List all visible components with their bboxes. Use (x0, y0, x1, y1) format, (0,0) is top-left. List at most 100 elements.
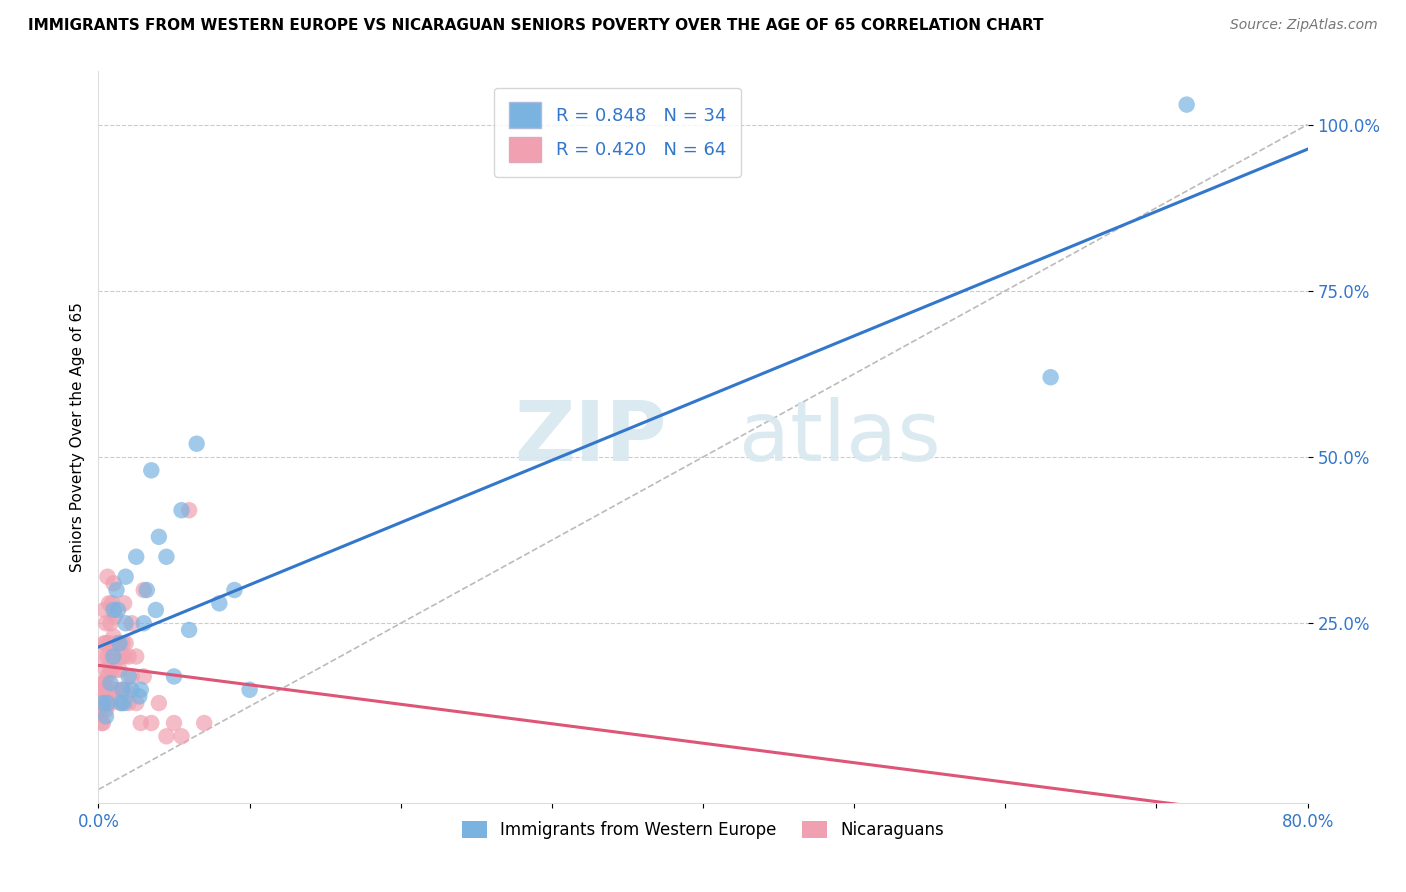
Point (129, 716, 152, 731)
Point (96, 696, 118, 710)
Point (155, 549, 177, 564)
Point (132, 669, 155, 683)
Point (163, 669, 186, 683)
Point (112, 696, 135, 710)
Point (121, 682, 143, 697)
Point (94, 616, 117, 631)
Point (145, 603, 167, 617)
Point (163, 716, 186, 731)
Point (96, 649, 118, 664)
Point (91, 716, 114, 731)
Point (105, 582, 128, 597)
Point (90, 716, 112, 731)
Point (239, 682, 262, 697)
Point (96, 570, 118, 584)
Point (93, 676, 115, 690)
Point (101, 596, 124, 610)
Y-axis label: Seniors Poverty Over the Age of 65: Seniors Poverty Over the Age of 65 (69, 302, 84, 572)
Point (111, 636, 134, 650)
Point (170, 729, 193, 743)
Point (89, 682, 111, 697)
Point (94, 709, 117, 723)
Point (208, 596, 231, 610)
Point (186, 436, 208, 450)
Point (100, 676, 122, 690)
Point (111, 682, 134, 697)
Point (114, 570, 136, 584)
Point (93, 696, 115, 710)
Point (148, 530, 170, 544)
Point (103, 682, 125, 697)
Point (118, 696, 141, 710)
Point (93, 636, 115, 650)
Point (132, 582, 155, 597)
Point (111, 682, 134, 697)
Point (121, 669, 143, 683)
Point (93, 603, 115, 617)
Point (91, 649, 114, 664)
Point (103, 649, 125, 664)
Point (107, 636, 129, 650)
Point (193, 716, 215, 731)
Point (141, 716, 163, 731)
Point (110, 649, 132, 664)
Point (114, 636, 136, 650)
Point (104, 609, 127, 624)
Point (125, 549, 148, 564)
Point (112, 649, 135, 664)
Point (105, 636, 128, 650)
Point (112, 596, 135, 610)
Text: ZIP: ZIP (515, 397, 666, 477)
Point (96, 669, 118, 683)
Point (125, 696, 148, 710)
Point (103, 630, 125, 644)
Point (155, 729, 177, 743)
Point (179, 503, 201, 517)
Point (100, 696, 122, 710)
Legend: Immigrants from Western Europe, Nicaraguans: Immigrants from Western Europe, Nicaragu… (456, 814, 950, 846)
Point (110, 696, 132, 710)
Point (103, 576, 125, 591)
Point (110, 696, 132, 710)
Text: IMMIGRANTS FROM WESTERN EUROPE VS NICARAGUAN SENIORS POVERTY OVER THE AGE OF 65 : IMMIGRANTS FROM WESTERN EUROPE VS NICARA… (28, 18, 1043, 33)
Point (1039, 370, 1062, 384)
Point (103, 603, 125, 617)
Point (98, 690, 121, 704)
Text: Source: ZipAtlas.com: Source: ZipAtlas.com (1230, 18, 1378, 32)
Point (118, 669, 141, 683)
Point (170, 503, 193, 517)
Point (100, 663, 122, 677)
Point (128, 690, 150, 704)
Point (101, 649, 124, 664)
Point (108, 663, 131, 677)
Point (98, 596, 121, 610)
Point (87, 703, 110, 717)
Point (132, 616, 155, 631)
Point (129, 682, 152, 697)
Point (114, 616, 136, 631)
Point (96, 696, 118, 710)
Point (100, 616, 122, 631)
Point (89, 696, 111, 710)
Point (94, 682, 117, 697)
Point (94, 703, 117, 717)
Point (94, 663, 117, 677)
Point (141, 463, 163, 477)
Point (125, 649, 148, 664)
Point (98, 636, 121, 650)
Point (1175, 97, 1198, 112)
Point (114, 682, 136, 697)
Point (90, 682, 112, 697)
Point (108, 636, 131, 650)
Point (91, 676, 114, 690)
Point (91, 696, 114, 710)
Point (105, 682, 128, 697)
Point (107, 603, 129, 617)
Point (91, 696, 114, 710)
Point (135, 582, 157, 597)
Point (179, 623, 201, 637)
Point (90, 703, 112, 717)
Text: atlas: atlas (740, 397, 941, 477)
Point (224, 582, 246, 597)
Point (121, 616, 143, 631)
